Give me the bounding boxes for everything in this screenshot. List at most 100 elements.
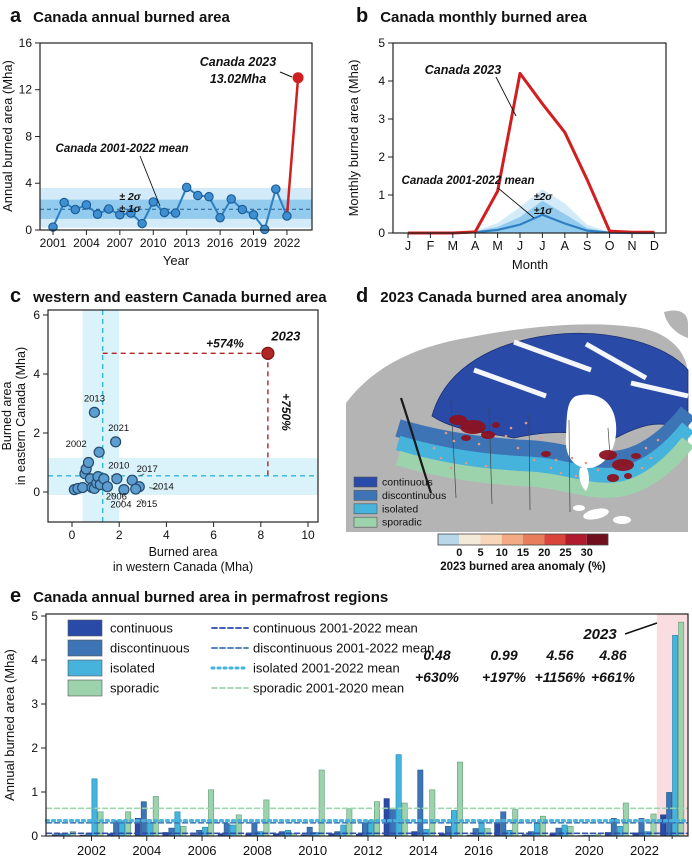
svg-text:±1σ: ±1σ — [534, 205, 554, 217]
svg-text:2014: 2014 — [409, 843, 438, 858]
colorbar-label: 2023 burned area anomaly (%) — [440, 561, 606, 573]
svg-text:5: 5 — [477, 547, 483, 559]
svg-text:0: 0 — [456, 547, 462, 559]
scatter-point — [110, 436, 122, 448]
svg-text:2: 2 — [378, 150, 385, 164]
bar-discontinuous-2010 — [306, 826, 313, 837]
svg-text:12: 12 — [19, 83, 33, 97]
panel-annual-burned-area: a Canada annual burned area 0 4 8 12 16 2001 2… — [0, 0, 346, 280]
canada-2023-label: Canada 2023 — [200, 55, 276, 69]
svg-text:15: 15 — [517, 547, 529, 559]
svg-text:2019: 2019 — [240, 236, 267, 250]
bar-sporadic-2003 — [125, 811, 132, 837]
svg-text:2007: 2007 — [106, 236, 133, 250]
h-annotation: +574% — [206, 336, 244, 350]
bar-isolated-2005 — [174, 811, 181, 837]
panel-b-tag: b — [356, 5, 369, 27]
svg-text:1: 1 — [378, 188, 385, 202]
svg-text:2004: 2004 — [73, 236, 100, 250]
point-year-label: 2021 — [108, 423, 129, 434]
svg-text:0: 0 — [33, 485, 40, 499]
svg-text:2: 2 — [31, 741, 38, 755]
annotation-value: 4.56 — [545, 647, 573, 663]
svg-text:1: 1 — [31, 785, 38, 799]
point-year-label: 2014 — [153, 482, 174, 493]
svg-text:Annual burned area (Mha): Annual burned area (Mha) — [2, 649, 17, 801]
burn-patch — [460, 420, 486, 434]
burn-patch — [607, 474, 619, 482]
scatter-point — [82, 456, 95, 469]
point-2023 — [261, 346, 275, 360]
bar-discontinuous-2014 — [417, 769, 424, 837]
svg-text:2016: 2016 — [464, 843, 493, 858]
panel-b-title: Canada monthly burned area — [380, 9, 587, 26]
svg-text:0: 0 — [31, 829, 38, 843]
svg-text:2016: 2016 — [207, 236, 234, 250]
svg-text:Burned area: Burned area — [0, 382, 14, 451]
canada-2023-label: Canada 2023 — [425, 63, 501, 77]
panel-a-header: a Canada annual burned area — [10, 6, 230, 27]
bar-isolated-2011 — [340, 824, 347, 837]
legend-label: continuous — [110, 621, 173, 636]
legend-swatch-isolated — [353, 503, 378, 515]
legend-swatch-continuous — [67, 619, 103, 637]
svg-text:0: 0 — [69, 528, 76, 542]
svg-text:F: F — [427, 239, 435, 253]
svg-text:Year: Year — [163, 253, 190, 268]
svg-text:2012: 2012 — [354, 843, 383, 858]
svg-text:4: 4 — [163, 528, 170, 542]
panel-b-header: b Canada monthly burned area — [356, 6, 587, 27]
bar-isolated-2013 — [395, 754, 402, 837]
svg-text:A: A — [471, 239, 480, 253]
bar-discontinuous-2015 — [444, 826, 451, 837]
panel-d-tag: d — [356, 285, 369, 307]
legend-mean-label: continuous 2001-2022 mean — [253, 621, 418, 636]
bar-discontinuous-2023 — [666, 792, 673, 837]
svg-text:0: 0 — [378, 226, 385, 240]
svg-text:10: 10 — [301, 528, 315, 542]
point-year-label: 2004 — [110, 500, 131, 511]
scatter-point — [111, 473, 123, 485]
svg-text:2020: 2020 — [575, 843, 604, 858]
svg-text:20: 20 — [538, 547, 550, 559]
bar-isolated-2019 — [561, 824, 568, 837]
legend-label: continuous — [382, 477, 433, 489]
bar-sporadic-2023 — [678, 621, 685, 837]
greenland — [664, 310, 688, 338]
legend-label: sporadic — [110, 681, 160, 696]
svg-text:M: M — [448, 239, 458, 253]
svg-text:Burned area: Burned area — [149, 545, 218, 559]
burn-patch — [631, 453, 641, 459]
bar-discontinuous-2017 — [500, 811, 507, 837]
annotation-value: 4.86 — [598, 647, 626, 663]
bar-sporadic-2015 — [456, 761, 463, 837]
scatter-point — [93, 446, 105, 458]
svg-text:2010: 2010 — [298, 843, 327, 858]
svg-text:2: 2 — [116, 528, 123, 542]
svg-text:16: 16 — [19, 36, 33, 50]
svg-text:2008: 2008 — [243, 843, 272, 858]
panel-anomaly-map: d 2023 Canada burned area anomaly contin… — [346, 280, 692, 580]
svg-text:2022: 2022 — [274, 236, 301, 250]
panel-permafrost-bars: e Canada annual burned area in permafros… — [0, 580, 692, 864]
canada-anomaly-map: continuous discontinuous isolated sporadic 0… — [346, 308, 692, 585]
canada-2023-value: 13.02Mha — [210, 72, 266, 86]
svg-text:6: 6 — [210, 528, 217, 542]
annotation-pct: +630% — [415, 669, 460, 685]
svg-text:M: M — [492, 239, 502, 253]
legend-label: isolated — [110, 661, 155, 676]
svg-text:10: 10 — [496, 547, 508, 559]
svg-text:A: A — [561, 239, 570, 253]
west-coast — [399, 397, 433, 494]
svg-text:0: 0 — [25, 223, 32, 237]
svg-text:J: J — [405, 239, 411, 253]
monthly-burned-area-chart: 0 1 2 3 4 5 J F M A M J J A S O N D Month Monthly burned ar… — [346, 28, 692, 285]
bar-isolated-2002 — [91, 778, 98, 837]
svg-text:3: 3 — [378, 112, 385, 126]
svg-text:O: O — [605, 239, 615, 253]
panel-c-title: western and eastern Canada burned area — [33, 289, 327, 306]
annual-burned-area-chart: 0 4 8 12 16 2001 2004 2007 2010 2013 2016 2019 2022 Y… — [0, 28, 346, 285]
panel-d-header: d 2023 Canada burned area anomaly — [356, 286, 627, 307]
